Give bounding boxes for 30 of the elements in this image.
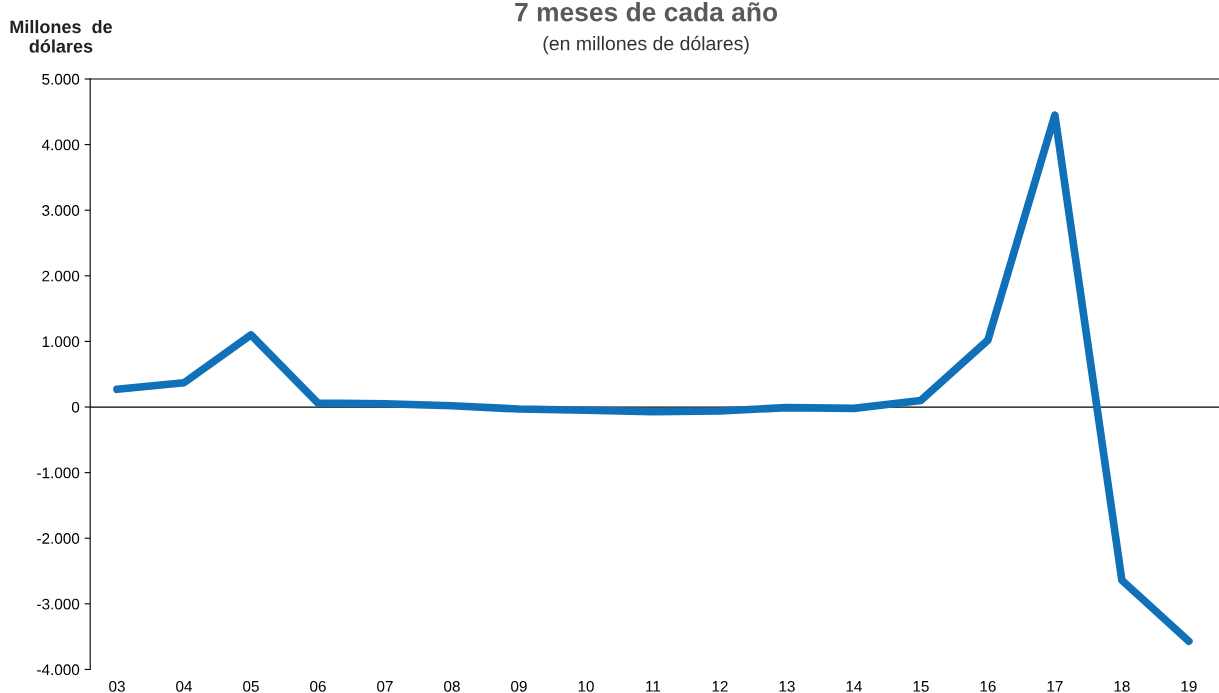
- y-tick-label: 5.000: [42, 73, 80, 85]
- x-tick-label: 19: [1181, 680, 1197, 692]
- x-tick-label: 11: [646, 681, 661, 692]
- y-tick-label: 1.000: [42, 336, 80, 348]
- x-tick-label: 05: [243, 680, 259, 692]
- y-tick-label: -2.000: [37, 533, 80, 544]
- chart-title: 7 meses de cada año: [515, 2, 778, 22]
- y-tick-label: 4.000: [41, 139, 80, 151]
- x-tick-label: 10: [578, 680, 594, 692]
- y-tick-label: -1.000: [37, 467, 80, 479]
- y-tick-label: -4.000: [37, 664, 80, 676]
- x-tick-label: 09: [511, 680, 527, 692]
- x-tick-label: 16: [980, 680, 996, 692]
- x-tick-label: 15: [913, 681, 929, 692]
- y-tick-label: 2.000: [42, 270, 80, 282]
- x-tick-label: 04: [176, 680, 193, 692]
- y-axis-title: Millones de dólares: [10, 19, 113, 53]
- y-tick-label: -3.000: [37, 598, 80, 610]
- y-tick-label: 3.000: [42, 205, 80, 216]
- y-tick-label: 0: [71, 401, 80, 413]
- x-tick-label: 18: [1114, 680, 1130, 692]
- x-tick-label: 08: [444, 680, 460, 692]
- x-tick-label: 03: [109, 680, 125, 692]
- x-tick-label: 14: [846, 681, 862, 692]
- x-tick-label: 12: [712, 680, 728, 692]
- x-tick-label: 17: [1047, 681, 1063, 692]
- x-tick-label: 13: [779, 680, 795, 692]
- x-tick-label: 07: [377, 680, 393, 692]
- x-tick-label: 06: [310, 680, 326, 692]
- chart-subtitle: (en millones de dólares): [543, 35, 749, 55]
